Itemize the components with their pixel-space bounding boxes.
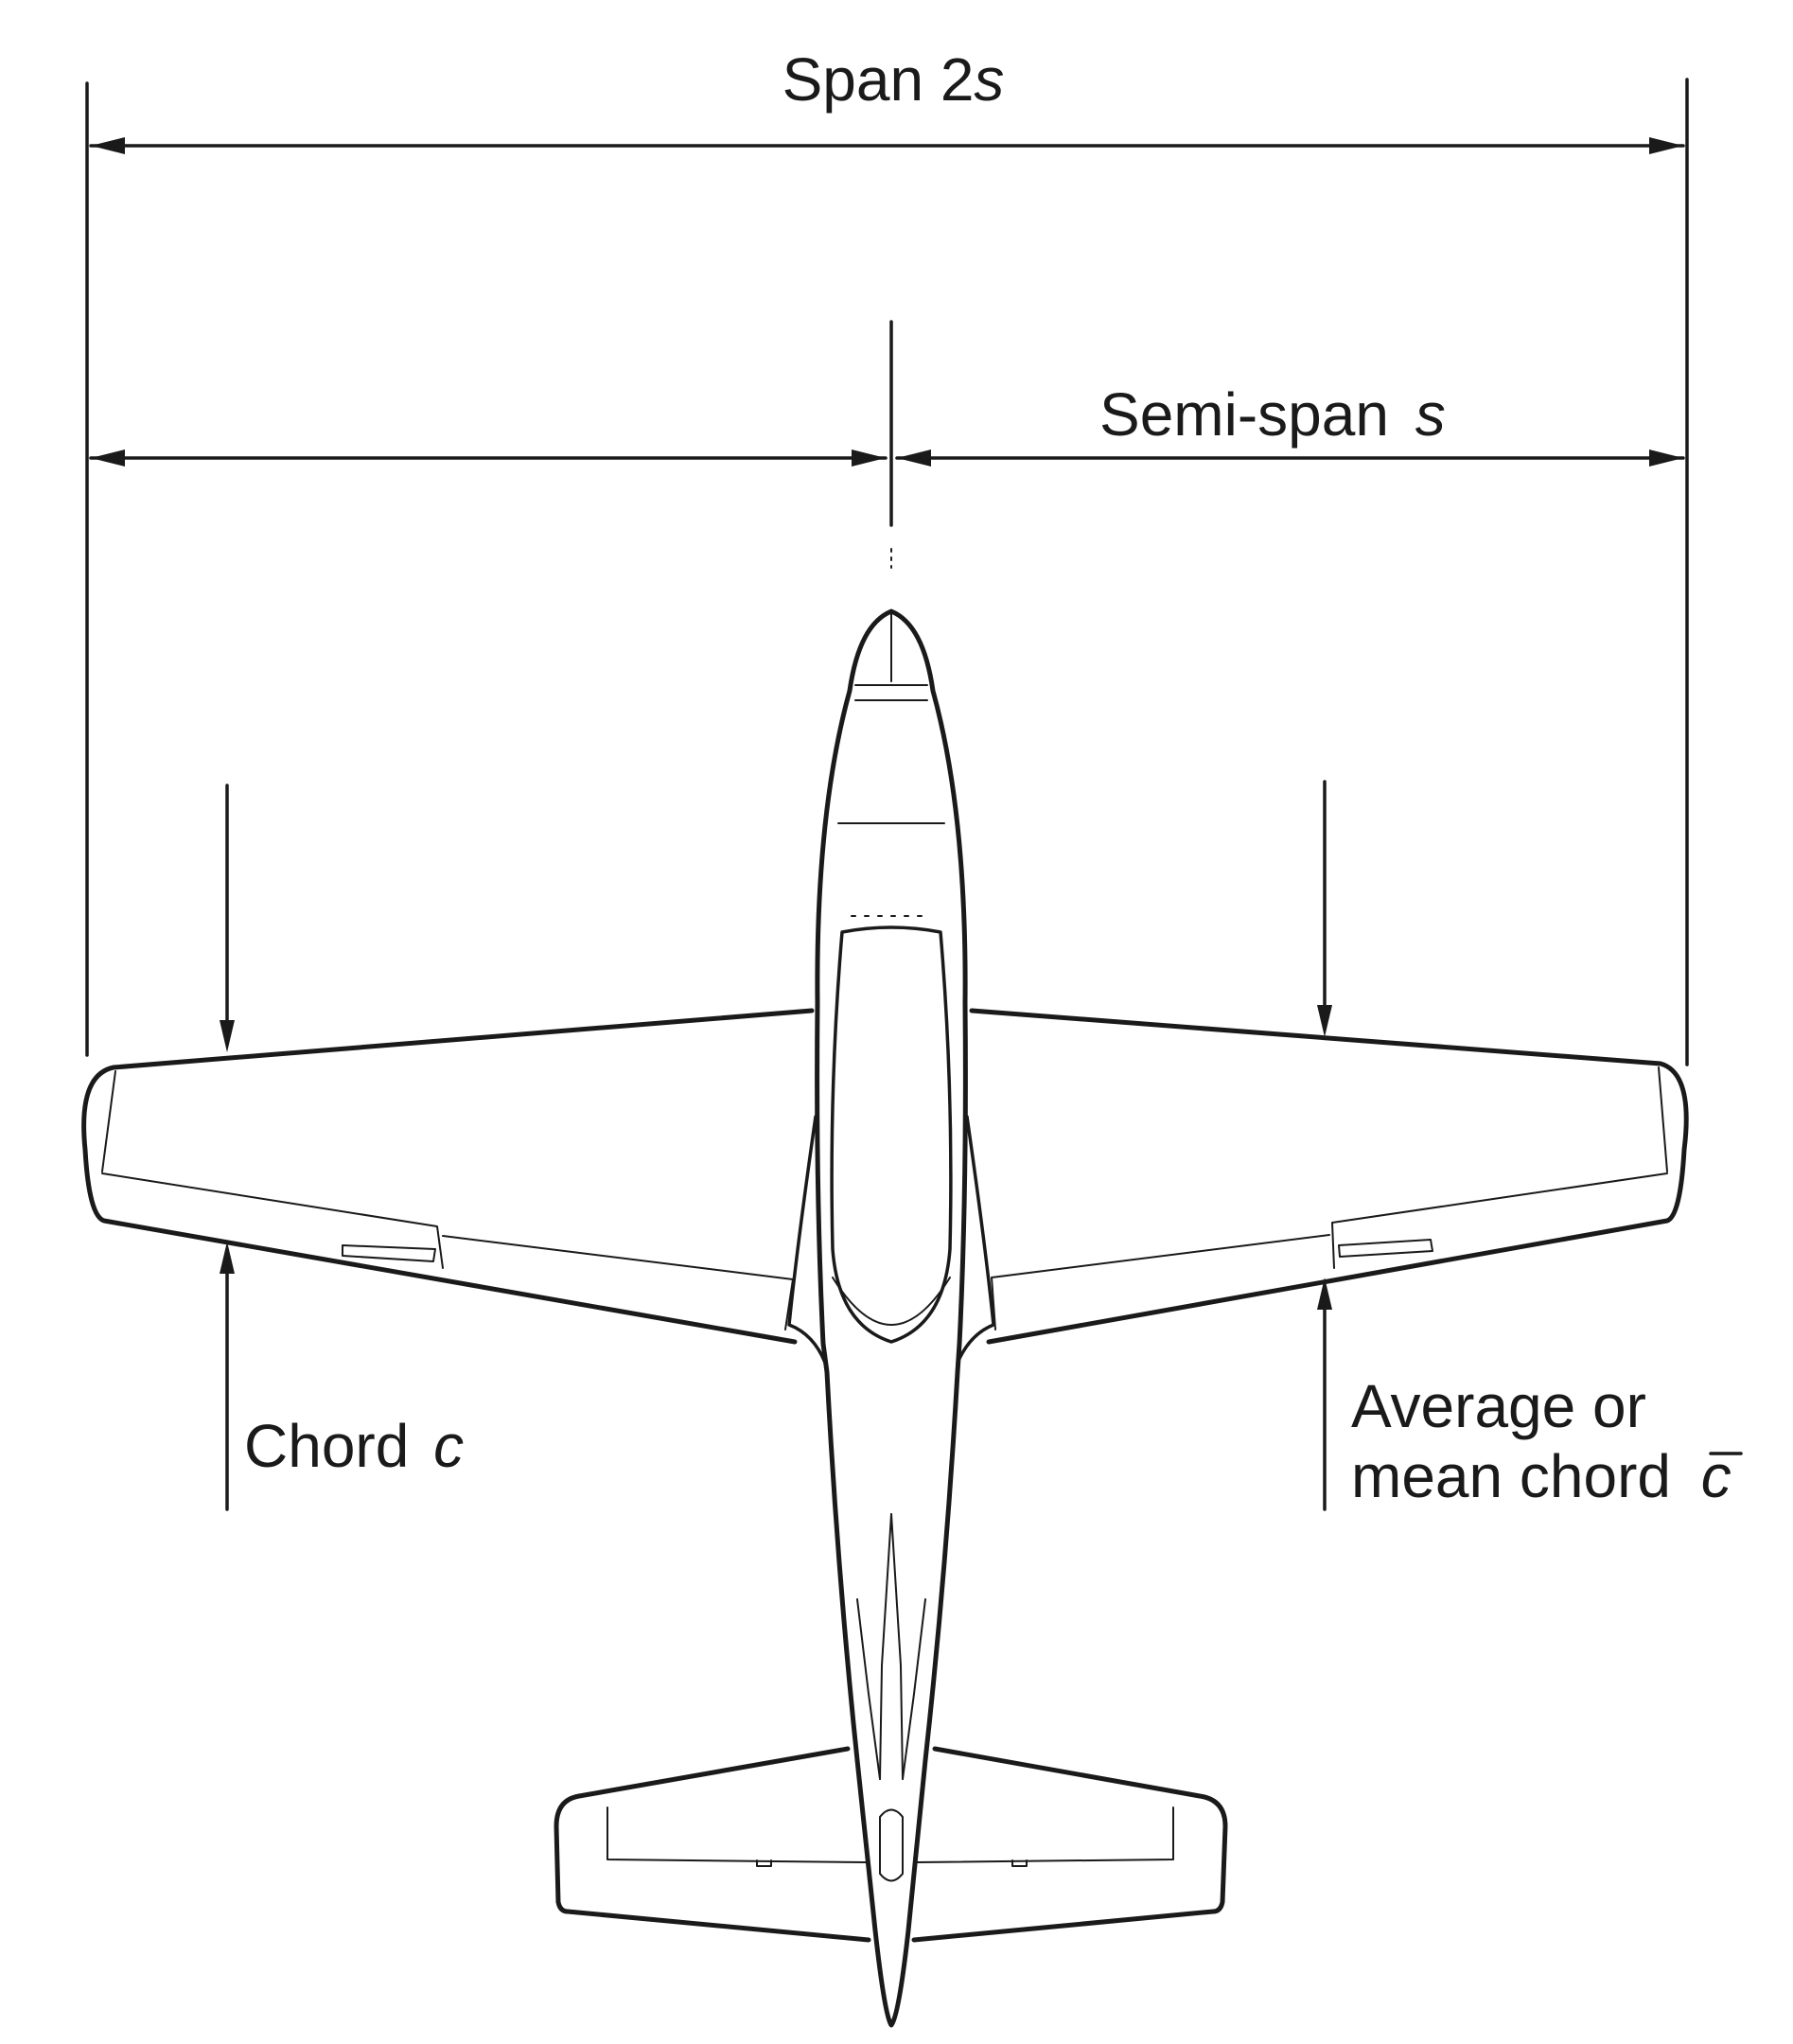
rudder-hinge [879,1808,904,1882]
right-wingtip-line [1658,1066,1668,1172]
mean-chord-indicator: Average or mean chord c [1317,780,1743,1511]
rear-fuselage-line-left [856,1598,881,1780]
arrowhead-icon [897,449,931,467]
right-elevator [915,1806,1174,1863]
left-flap [442,1235,794,1330]
fin-left-edge [879,1513,892,1780]
left-elevator-tab [756,1859,772,1867]
semispan-label: Semi-span s [1099,380,1446,449]
fuselage [815,608,968,2028]
left-trim-tab [342,1244,436,1262]
right-aileron [1331,1172,1668,1269]
arrowhead-icon [1317,1278,1332,1310]
left-tailplane [554,1746,871,1943]
chord-label: Chord c [244,1412,464,1480]
right-flap [991,1234,1330,1330]
fin-right-edge [890,1513,904,1780]
arrowhead-icon [220,1242,235,1274]
semispan-dimension: Semi-span s [89,320,1685,569]
left-wingtip-line [101,1070,116,1172]
arrowhead-icon [1649,137,1683,154]
arrowhead-icon [91,449,125,467]
chord-indicator: Chord c [220,784,464,1511]
right-trim-tab [1338,1239,1433,1258]
right-fairing [956,1115,995,1365]
left-elevator [606,1806,867,1863]
arrowhead-icon [220,1020,235,1052]
canopy [830,925,953,1344]
arrowhead-icon [852,449,886,467]
right-elevator-tab [1011,1859,1028,1867]
right-tailplane [911,1746,1228,1943]
left-fairing [787,1115,827,1365]
rear-fuselage-line-right [902,1598,926,1780]
right-wing [969,1008,1689,1345]
left-aileron [101,1172,444,1269]
arrowhead-icon [1317,1005,1332,1037]
left-wing [81,1008,815,1345]
canopy-frame [832,1277,951,1326]
mean-chord-label-line2: mean chord c [1351,1442,1731,1510]
aircraft-planform [81,608,1689,2028]
mean-chord-label-line1: Average or [1351,1372,1646,1440]
span-label: Span 2s [782,45,1005,114]
span-dimension: Span 2s [85,45,1689,1066]
arrowhead-icon [1649,449,1683,467]
arrowhead-icon [91,137,125,154]
